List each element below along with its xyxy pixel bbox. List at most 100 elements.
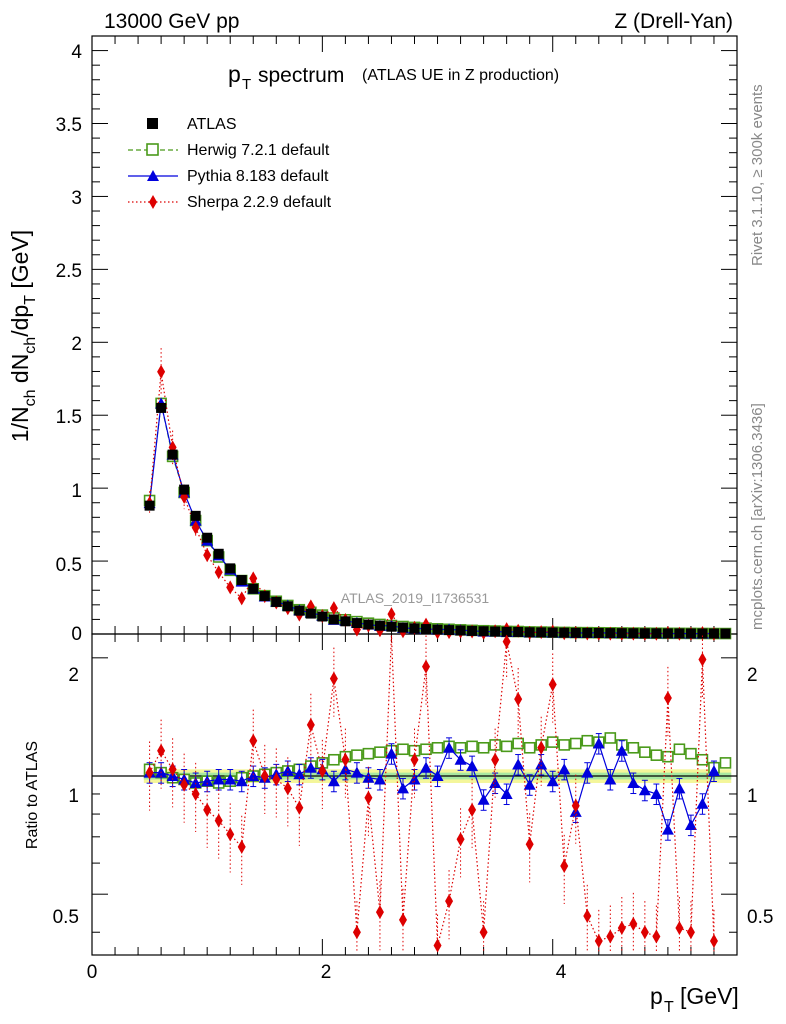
atlas-data-point: [559, 627, 570, 638]
x-tick-label: 0: [87, 962, 98, 983]
svg-text:T: T: [242, 76, 251, 93]
atlas-data-point: [202, 532, 213, 543]
top-y-tick-label: 3.5: [56, 115, 82, 136]
pythia-marker: [684, 819, 697, 831]
atlas-data-point: [444, 625, 455, 636]
atlas-data-point: [478, 626, 489, 637]
sherpa-marker: [318, 763, 327, 778]
pythia-marker: [512, 758, 525, 770]
atlas-data-point: [720, 628, 731, 639]
atlas-data-point: [639, 628, 650, 639]
x-tick-label: 2: [321, 962, 332, 983]
herwig-marker: [696, 753, 709, 766]
svg-text:p: p: [228, 61, 241, 87]
pythia-marker: [201, 775, 214, 787]
rivet-label: Rivet 3.1.10, ≥ 300k events: [749, 84, 766, 266]
sherpa-marker: [329, 671, 338, 686]
herwig-marker: [719, 757, 732, 769]
atlas-data-point: [570, 627, 581, 638]
pythia-marker: [466, 760, 479, 772]
herwig-marker: [581, 734, 594, 747]
top-y-tick-label: 2.5: [56, 261, 82, 282]
sherpa-marker: [663, 691, 672, 706]
atlas-data-point: [317, 611, 328, 622]
sherpa-marker: [606, 929, 615, 944]
atlas-data-point: [190, 510, 201, 521]
pythia-marker: [385, 747, 398, 759]
herwig-marker: [431, 741, 444, 754]
atlas-data-point: [662, 628, 673, 639]
pythia-marker: [477, 793, 490, 805]
legend: ATLAS Herwig 7.2.1 default Pythia 8.183 …: [128, 116, 332, 211]
pythia-marker: [189, 776, 202, 788]
atlas-data-point: [328, 614, 339, 625]
legend-entry-pythia: Pythia 8.183 default: [128, 168, 329, 185]
sherpa-marker: [709, 933, 718, 948]
pythia-marker: [396, 782, 409, 794]
ratio-y-tick-label-right: 2: [747, 665, 758, 686]
sherpa-marker: [456, 832, 465, 847]
sherpa-marker: [375, 905, 384, 920]
atlas-data-point: [674, 628, 685, 639]
sherpa-marker: [548, 677, 557, 692]
pythia-marker: [350, 766, 363, 778]
atlas-data-point: [547, 627, 558, 638]
atlas-data-point: [524, 627, 535, 638]
atlas-data-point: [156, 402, 167, 413]
atlas-data-point: [179, 484, 190, 495]
herwig-marker: [685, 747, 697, 760]
sherpa-marker: [226, 580, 235, 595]
ratio-y-tick-labels: 0.5 1 2 0.5 1 2: [53, 665, 774, 928]
sherpa-marker: [445, 894, 454, 909]
sherpa-marker: [191, 786, 200, 801]
sherpa-marker: [237, 839, 246, 854]
atlas-data-point: [144, 500, 155, 511]
pythia-marker: [523, 778, 536, 790]
pythia-marker: [362, 771, 375, 783]
atlas-data-point: [593, 627, 604, 638]
sherpa-marker: [260, 769, 269, 784]
top-y-tick-label: 4: [71, 42, 82, 63]
plot-title: p T spectrum (ATLAS UE in Z production): [228, 61, 559, 93]
sherpa-marker: [237, 591, 246, 606]
pythia-marker: [615, 744, 628, 756]
atlas-data-point: [490, 626, 501, 637]
svg-text:p: p: [650, 983, 663, 1009]
x-tick-label: 4: [556, 962, 567, 983]
pythia-marker: [489, 776, 502, 788]
pythia-marker: [224, 773, 237, 785]
atlas-data-point: [685, 628, 696, 639]
pythia-marker: [535, 758, 548, 770]
header-left: 13000 GeV pp: [104, 10, 239, 33]
pythia-marker: [673, 782, 686, 794]
herwig-marker: [546, 736, 559, 748]
sherpa-marker: [652, 929, 661, 944]
herwig-marker: [650, 749, 663, 761]
sherpa-marker: [157, 364, 166, 379]
top-y-tick-label: 0: [71, 624, 82, 645]
atlas-data-point: [616, 628, 627, 639]
pythia-marker: [454, 753, 467, 765]
atlas-data-point: [513, 626, 524, 637]
herwig-marker: [351, 749, 363, 761]
sherpa-marker: [249, 571, 258, 586]
ratio-y-axis-label: Ratio to ATLAS: [24, 741, 41, 849]
sherpa-marker: [629, 916, 638, 931]
sherpa-marker: [180, 777, 189, 792]
sherpa-marker: [675, 921, 684, 936]
atlas-data-point: [455, 625, 466, 636]
pythia-marker: [431, 770, 444, 782]
herwig-marker: [569, 737, 582, 750]
atlas-data-point: [467, 625, 478, 636]
svg-text:[GeV]: [GeV]: [680, 983, 739, 1009]
atlas-data-point: [305, 608, 316, 619]
pythia-marker: [420, 761, 433, 773]
pythia-marker: [304, 761, 317, 773]
sherpa-marker: [398, 912, 407, 927]
pythia-marker: [696, 797, 709, 809]
top-y-tick-label: 3: [71, 188, 82, 209]
atlas-data-point: [236, 575, 247, 586]
legend-marker-diamond-icon: [149, 195, 157, 209]
sherpa-marker: [283, 781, 292, 796]
